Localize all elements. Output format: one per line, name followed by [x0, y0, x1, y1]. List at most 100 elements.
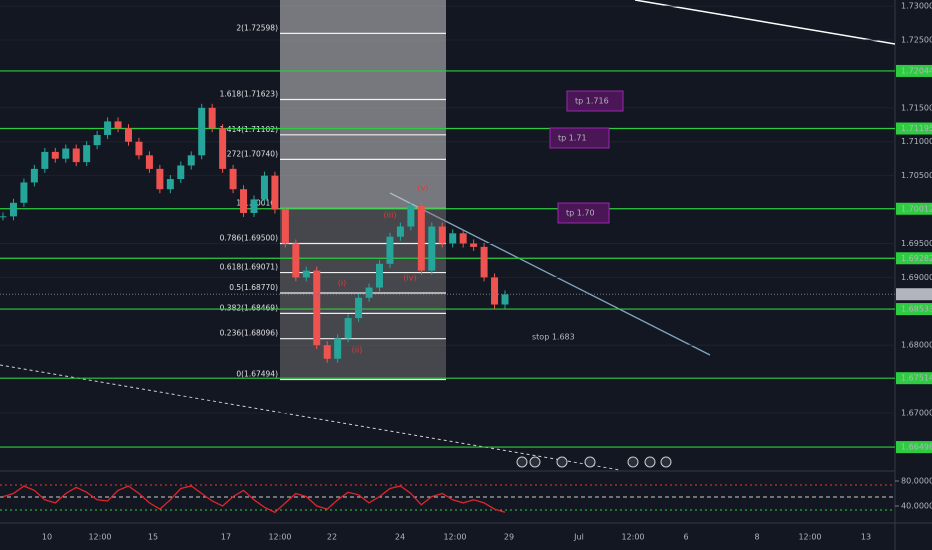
tp-box	[549, 127, 610, 149]
level-tag	[896, 122, 932, 135]
level-tag	[896, 372, 932, 385]
level-tag	[896, 202, 932, 215]
fib-label: 1.618(1.71623)	[220, 89, 278, 98]
candle	[125, 128, 132, 142]
candle	[93, 134, 101, 146]
osc-tick-label: 40.0000	[901, 502, 932, 511]
y-tick-label: 1.68000	[901, 341, 932, 350]
level-label: 1.70012	[901, 204, 932, 213]
candle	[72, 148, 80, 163]
candle	[41, 151, 49, 169]
x-tick-label: 13	[861, 533, 871, 542]
level-tag	[896, 441, 932, 454]
candle	[313, 270, 321, 346]
x-tick-label: 10	[42, 533, 52, 542]
candle	[449, 233, 457, 244]
candle	[62, 148, 70, 159]
candle	[20, 182, 28, 203]
level-label: 1.68533	[901, 305, 932, 314]
osc-tick-label: 80.0000	[901, 477, 932, 486]
y-tick-label: 1.69000	[901, 273, 932, 282]
candle	[0, 216, 7, 218]
candle	[344, 318, 352, 339]
candle	[365, 287, 373, 298]
candle	[292, 243, 300, 278]
x-tick-label: 24	[395, 533, 405, 542]
x-tick-label: 29	[504, 533, 514, 542]
oscillator-line	[2, 485, 506, 514]
fib-label: 0.5(1.68770)	[229, 283, 278, 292]
candle	[302, 270, 310, 278]
x-tick-label: Jul	[573, 533, 584, 542]
candle	[281, 209, 289, 244]
y-tick-label: 1.69500	[901, 239, 932, 248]
fib-label: 2(1.72598)	[236, 23, 278, 32]
level-tag	[896, 252, 932, 265]
x-tick-label: 17	[221, 533, 231, 542]
y-tick-label: 1.73000	[901, 2, 932, 11]
current-price-tag	[896, 288, 932, 301]
trend-line	[634, 0, 896, 45]
fib-label: 1.272(1.70740)	[220, 149, 278, 158]
tp-box	[557, 202, 610, 224]
fib-zone	[280, 0, 446, 209]
candle	[480, 246, 488, 278]
x-tick-label: 12:00	[88, 533, 111, 542]
level-tag	[896, 303, 932, 316]
candle	[376, 263, 383, 288]
x-tick-label: 6	[683, 533, 688, 542]
wave-label: (i)	[338, 279, 346, 288]
fib-label: 0.786(1.69500)	[220, 233, 278, 242]
x-tick-label: 15	[148, 533, 158, 542]
candle	[229, 168, 237, 190]
candle	[438, 226, 446, 244]
candle	[396, 226, 404, 237]
candle	[30, 168, 38, 183]
candle	[135, 141, 143, 156]
x-tick-label: 12:00	[443, 533, 466, 542]
level-label: 1.67514	[901, 374, 932, 383]
fib-label: 0.382(1.68469)	[220, 303, 278, 312]
x-tick-label: 12:00	[798, 533, 821, 542]
wave-label: (iii)	[384, 211, 397, 220]
x-tick-label: 12:00	[621, 533, 644, 542]
stop-label: stop 1.683	[532, 333, 575, 342]
level-tag	[896, 64, 932, 77]
level-label: 1.71195	[901, 124, 932, 133]
candle	[156, 168, 164, 190]
trend-line	[389, 192, 711, 356]
tp-box	[566, 90, 624, 112]
candle	[260, 175, 268, 200]
candle	[323, 345, 331, 359]
event-icons	[516, 456, 672, 468]
candle	[219, 128, 227, 169]
wave-label: (ii)	[352, 346, 363, 355]
candle	[355, 297, 363, 319]
candle	[51, 151, 59, 159]
y-tick-label: 1.70500	[901, 171, 932, 180]
y-tick-label: 1.71000	[901, 137, 932, 146]
candle	[187, 155, 195, 166]
fib-label: 0(1.67494)	[236, 370, 278, 379]
candle	[501, 294, 509, 305]
x-tick-label: 8	[754, 533, 759, 542]
candle	[208, 107, 216, 129]
candle	[9, 202, 17, 217]
y-tick-label: 1.72500	[901, 36, 932, 45]
wave-label: (v)	[418, 184, 429, 193]
candle	[459, 233, 467, 244]
candle	[114, 121, 122, 129]
tp-label: tp 1.70	[566, 209, 595, 218]
fib-label: 0.236(1.68096)	[220, 329, 278, 338]
level-label: 1.69282	[901, 254, 932, 263]
trend-line	[0, 364, 621, 471]
wave-label: (iv)	[403, 274, 416, 283]
fib-label: 1.414(1.71102)	[220, 125, 278, 134]
candle	[250, 199, 258, 213]
y-tick-label: 1.71500	[901, 103, 932, 112]
y-tick-label: 1.67000	[901, 409, 932, 418]
x-tick-label: 12:00	[268, 533, 291, 542]
